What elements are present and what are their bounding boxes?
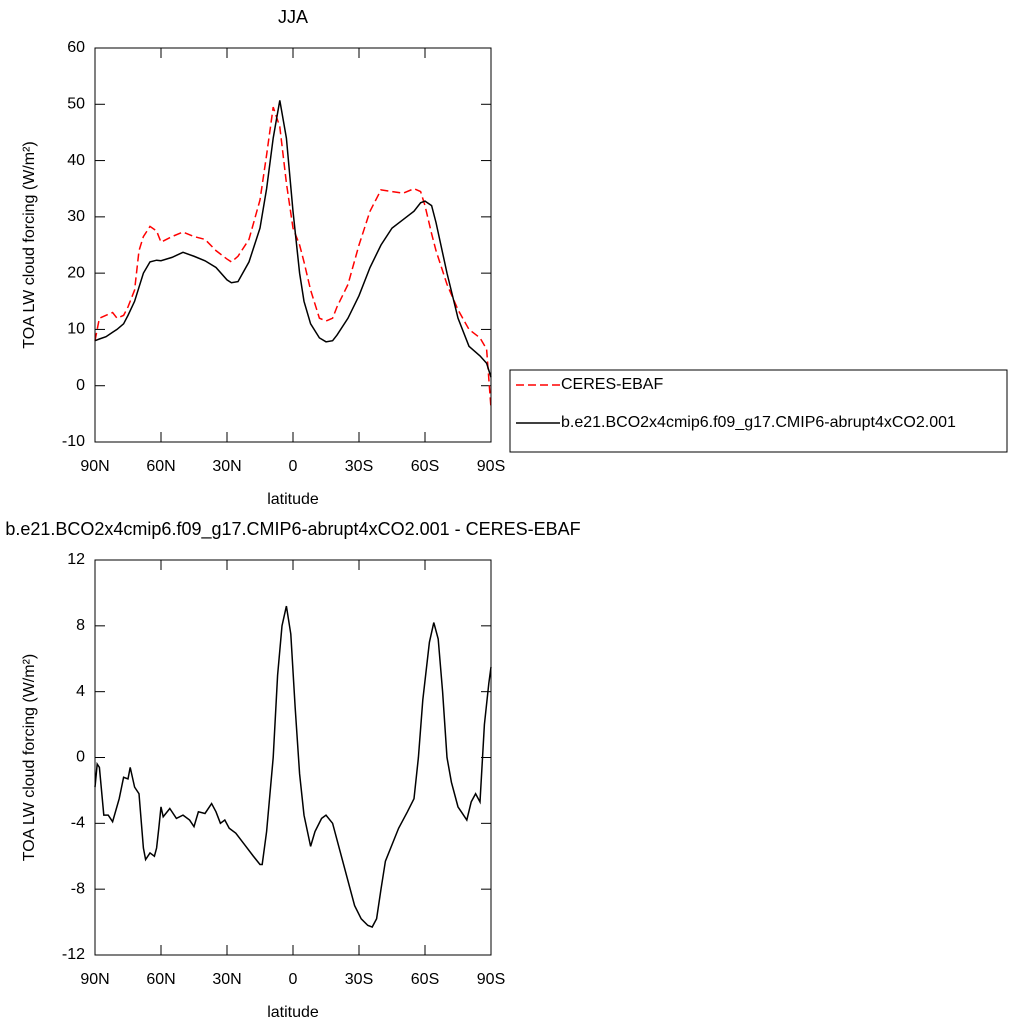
- x-tick-label: 60N: [146, 458, 175, 475]
- x-tick-label: 60N: [146, 971, 175, 988]
- x-tick-label: 60S: [411, 971, 439, 988]
- y-tick-label: 0: [76, 377, 85, 394]
- y-tick-label: 10: [67, 321, 85, 338]
- x-tick-label: 0: [289, 971, 298, 988]
- chart-title: b.e21.BCO2x4cmip6.f09_g17.CMIP6-abrupt4x…: [5, 519, 580, 540]
- plot-frame: [94, 47, 492, 443]
- y-tick-label: -10: [62, 433, 85, 450]
- x-tick-label: 30N: [212, 971, 241, 988]
- plot-frame: [94, 559, 492, 956]
- x-tick-label: 90S: [477, 458, 505, 475]
- x-tick-label: 30N: [212, 458, 241, 475]
- data-line: [94, 605, 492, 928]
- x-tick-label: 60S: [411, 458, 439, 475]
- x-tick-label: 0: [289, 458, 298, 475]
- x-tick-label: 90S: [477, 971, 505, 988]
- y-tick-label: 12: [67, 551, 85, 568]
- y-tick-label: 30: [67, 208, 85, 225]
- legend-label: b.e21.BCO2x4cmip6.f09_g17.CMIP6-abrupt4x…: [561, 414, 956, 431]
- y-tick-label: 60: [67, 39, 85, 56]
- data-line: [94, 106, 492, 409]
- chart-title: JJA: [278, 7, 308, 27]
- y-tick-label: 0: [76, 749, 85, 766]
- y-axis-label: TOA LW cloud forcing (W/m²): [21, 141, 38, 348]
- y-tick-label: 8: [76, 617, 85, 634]
- y-tick-label: -12: [62, 946, 85, 963]
- x-axis-label: latitude: [267, 1004, 319, 1021]
- y-axis-label: TOA LW cloud forcing (W/m²): [21, 654, 38, 861]
- x-tick-label: 90N: [80, 458, 109, 475]
- y-tick-label: -4: [71, 815, 85, 832]
- legend-box: [509, 369, 1008, 453]
- y-tick-label: 4: [76, 683, 85, 700]
- legend-label: CERES-EBAF: [561, 376, 663, 393]
- y-tick-label: 40: [67, 152, 85, 169]
- data-line: [94, 100, 492, 378]
- x-tick-label: 30S: [345, 971, 373, 988]
- x-tick-label: 30S: [345, 458, 373, 475]
- x-axis-label: latitude: [267, 491, 319, 508]
- x-tick-label: 90N: [80, 971, 109, 988]
- y-tick-label: -8: [71, 880, 85, 897]
- y-tick-label: 20: [67, 264, 85, 281]
- y-tick-label: 50: [67, 96, 85, 113]
